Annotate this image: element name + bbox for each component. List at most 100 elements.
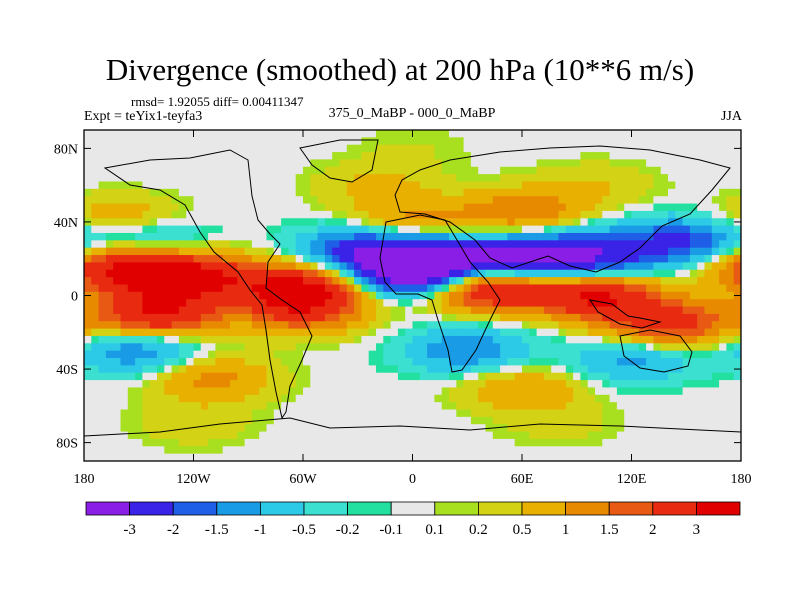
field-cell [171, 196, 180, 205]
field-cell [91, 218, 100, 227]
field-cell [91, 328, 100, 337]
field-cell [616, 438, 625, 447]
field-cell [164, 446, 173, 455]
field-cell [595, 358, 603, 366]
field-cell [689, 232, 698, 241]
field-cell [522, 255, 530, 263]
field-cell [419, 306, 428, 315]
field-cell [478, 365, 487, 374]
field-cell [514, 453, 523, 461]
field-cell [361, 446, 370, 455]
field-cell [668, 416, 676, 425]
field-cell [704, 409, 713, 418]
field-cell [543, 387, 552, 396]
field-cell [193, 218, 202, 227]
field-cell [178, 343, 187, 352]
field-cell [485, 174, 494, 183]
field-cell [178, 203, 187, 212]
field-cell [295, 210, 304, 219]
field-cell [558, 284, 567, 293]
field-cell [609, 210, 618, 219]
field-cell [485, 255, 494, 263]
field-cell [427, 196, 435, 205]
field-cell [456, 247, 465, 256]
field-cell [682, 358, 691, 366]
field-cell [215, 225, 224, 234]
field-cell [733, 453, 741, 461]
experiment-label: Expt = teYix1-teyfa3 [84, 109, 203, 124]
field-cell [303, 166, 311, 175]
field-cell [580, 152, 589, 161]
field-cell [368, 350, 377, 359]
field-cell [113, 365, 122, 374]
field-cell [84, 402, 92, 411]
field-cell [638, 431, 647, 440]
field-cell [726, 453, 735, 461]
field-cell [689, 284, 698, 293]
field-cell [142, 203, 151, 212]
field-cell [682, 181, 691, 190]
field-cell [84, 159, 92, 168]
field-cell [602, 188, 611, 197]
field-cell [631, 255, 640, 263]
field-cell [390, 358, 399, 366]
field-cell [427, 350, 435, 359]
field-cell [500, 372, 508, 381]
field-cell [631, 438, 640, 447]
field-cell [127, 321, 136, 330]
field-cell [682, 431, 691, 440]
field-cell [456, 291, 465, 300]
field-cell [522, 343, 530, 352]
field-cell [514, 350, 523, 359]
field-cell [514, 372, 523, 381]
field-cell [361, 232, 370, 241]
field-cell [135, 232, 143, 241]
field-cell [230, 144, 238, 153]
field-cell [434, 335, 443, 344]
field-cell [376, 247, 384, 256]
field-cell [646, 269, 654, 278]
field-cell [259, 438, 268, 447]
field-cell [288, 203, 297, 212]
field-cell [259, 277, 268, 286]
field-cell [222, 409, 231, 418]
field-cell [470, 335, 479, 344]
field-cell [361, 218, 370, 227]
field-cell [208, 358, 216, 366]
field-cell [346, 210, 355, 219]
field-cell [624, 299, 633, 308]
field-cell [551, 269, 560, 278]
field-cell [543, 225, 552, 234]
field-cell [230, 431, 238, 440]
field-cell [149, 159, 158, 168]
field-cell [339, 424, 348, 433]
field-cell [595, 343, 603, 352]
field-cell [251, 269, 260, 278]
field-cell [470, 232, 479, 241]
field-cell [98, 453, 107, 461]
field-cell [463, 232, 472, 241]
field-cell [127, 299, 136, 308]
field-cell [616, 291, 625, 300]
field-cell [412, 284, 421, 293]
field-cell [565, 269, 574, 278]
field-cell [704, 137, 713, 146]
field-cell [616, 159, 625, 168]
field-cell [200, 203, 209, 212]
field-cell [434, 225, 443, 234]
field-cell [208, 225, 216, 234]
field-cell [368, 380, 377, 389]
field-cell [178, 196, 187, 205]
field-cell [149, 196, 158, 205]
field-cell [609, 137, 618, 146]
field-cell [244, 255, 253, 263]
field-cell [135, 380, 143, 389]
field-cell [470, 284, 479, 293]
field-cell [653, 196, 662, 205]
field-cell [507, 343, 516, 352]
field-cell [638, 144, 647, 153]
field-cell [587, 321, 596, 330]
field-cell [244, 269, 253, 278]
field-cell [638, 166, 647, 175]
field-cell [164, 431, 173, 440]
